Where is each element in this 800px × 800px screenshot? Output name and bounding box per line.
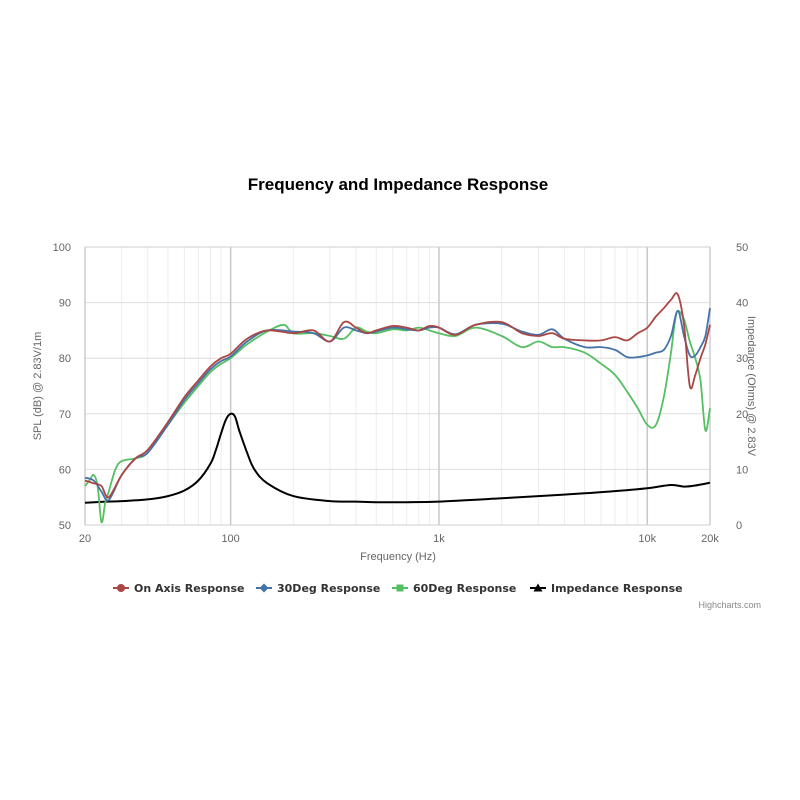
y2-tick-label: 40 bbox=[736, 298, 748, 310]
y2-tick-label: 50 bbox=[736, 242, 748, 254]
y-tick-label: 70 bbox=[59, 409, 71, 421]
y2-tick-label: 20 bbox=[736, 409, 748, 421]
legend-marker-circle bbox=[117, 584, 125, 592]
legend-label: 60Deg Response bbox=[413, 582, 516, 595]
y-tick-label: 60 bbox=[59, 464, 71, 476]
x-tick-label: 10k bbox=[638, 533, 656, 545]
series-line-impedance-response bbox=[84, 412, 711, 504]
x-tick-label: 20k bbox=[701, 533, 719, 545]
x-tick-label: 20 bbox=[79, 533, 91, 545]
y-tick-label: 90 bbox=[59, 298, 71, 310]
chart-title: Frequency and Impedance Response bbox=[248, 175, 548, 194]
y2-axis-title: Impedance (Ohms) @ 2.83V bbox=[745, 316, 757, 457]
x-axis-title: Frequency (Hz) bbox=[360, 551, 436, 563]
legend-label: Impedance Response bbox=[551, 582, 683, 595]
legend-marker-square bbox=[396, 584, 404, 592]
y-axis-title: SPL (dB) @ 2.83V/1m bbox=[32, 332, 44, 441]
legend-label: 30Deg Response bbox=[277, 582, 380, 595]
y-tick-label: 50 bbox=[59, 520, 71, 532]
legend-item[interactable]: 30Deg Response bbox=[256, 582, 380, 595]
axes: 20 100 1k 10k 20k 50 60 70 80 90 100 0 10 20 30 40 50 bbox=[53, 242, 749, 545]
legend-label: On Axis Response bbox=[134, 582, 245, 595]
x-tick-label: 1k bbox=[433, 533, 445, 545]
legend-item[interactable]: 60Deg Response bbox=[392, 582, 516, 595]
y2-tick-label: 0 bbox=[736, 520, 742, 532]
plot-border bbox=[84, 246, 711, 526]
grid bbox=[84, 246, 711, 526]
legend-marker-diamond bbox=[259, 583, 269, 593]
x-tick-label: 100 bbox=[221, 533, 239, 545]
credit-text[interactable]: Highcharts.com bbox=[698, 600, 761, 610]
y2-tick-label: 30 bbox=[736, 353, 748, 365]
legend-marker-triangle bbox=[533, 583, 543, 592]
y2-tick-label: 10 bbox=[736, 464, 748, 476]
series-line-on-axis-response bbox=[84, 292, 711, 499]
legend: On Axis Response 30Deg Response 60Deg Resp… bbox=[113, 582, 683, 595]
legend-item[interactable]: On Axis Response bbox=[113, 582, 245, 595]
plot-area bbox=[84, 292, 711, 524]
legend-item[interactable]: Impedance Response bbox=[530, 582, 683, 595]
y-tick-label: 80 bbox=[59, 353, 71, 365]
y-tick-label: 100 bbox=[53, 242, 71, 254]
